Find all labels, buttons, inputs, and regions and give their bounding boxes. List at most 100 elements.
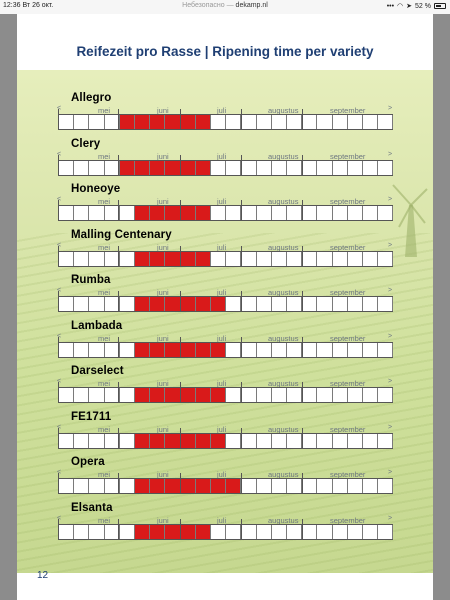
timeline-cell	[348, 251, 363, 266]
month-label: september	[330, 333, 366, 343]
ripening-timeline	[58, 245, 394, 267]
month-label: juli	[217, 333, 227, 343]
month-separator	[58, 518, 59, 539]
ripe-cell	[165, 206, 181, 220]
variety-row: Honeoye < > mei juni juli augustus september	[55, 183, 395, 227]
month-separator	[302, 473, 303, 493]
timeline-cell	[211, 524, 227, 539]
ripening-timeline	[58, 427, 394, 449]
timeline-cell	[89, 342, 105, 357]
ripe-cell	[165, 479, 181, 493]
timeline-cell	[302, 251, 318, 266]
timeline-cell	[89, 206, 105, 220]
variety-name: Lambada	[71, 319, 123, 332]
month-label: juli	[217, 151, 227, 161]
domain-label: dekamp.nl	[235, 2, 268, 9]
timeline-cell	[287, 160, 303, 175]
arrow-right-icon: >	[388, 469, 393, 476]
status-bar: 12:36 Вт 26 окт. Небезопасно — dekamp.nl…	[0, 0, 450, 14]
month-label: mei	[98, 242, 111, 252]
variety-row: Darselect < > mei juni juli augustus september	[55, 365, 395, 409]
month-separator	[118, 109, 119, 129]
timeline-cell	[241, 479, 257, 493]
timeline-cell	[333, 479, 348, 493]
timeline-cell	[89, 297, 105, 311]
ripening-timeline	[58, 109, 394, 130]
timeline-cell	[226, 160, 242, 175]
timeline-cell	[317, 297, 333, 311]
month-label: augustus	[268, 106, 299, 115]
security-label: Небезопасно —	[182, 2, 234, 9]
month-separator	[118, 518, 119, 539]
timeline-cell	[363, 388, 379, 402]
timeline-cell	[272, 115, 287, 129]
timeline-cell	[226, 433, 242, 448]
arrow-right-icon: >	[388, 332, 393, 340]
month-label: augustus	[268, 242, 299, 252]
timeline-cell	[105, 160, 120, 175]
timeline-cell	[59, 115, 75, 129]
month-separator	[58, 473, 59, 493]
timeline-cell	[226, 206, 242, 220]
ripe-cell	[180, 342, 196, 357]
month-separator	[302, 382, 303, 402]
timeline-cell	[226, 388, 242, 402]
month-label: juni	[157, 106, 169, 115]
month-separator	[118, 382, 119, 402]
timeline-cell	[105, 251, 120, 266]
timeline-cell	[302, 297, 318, 311]
timeline-cell	[378, 479, 394, 493]
month-separator	[58, 154, 59, 175]
timeline-cell	[257, 433, 272, 448]
arrow-right-icon: >	[388, 514, 393, 522]
month-label: augustus	[268, 151, 299, 161]
timeline-cell	[363, 251, 379, 266]
ripe-cell	[195, 388, 211, 402]
month-separator	[302, 427, 303, 448]
month-separator	[58, 336, 59, 357]
month-separator	[180, 200, 181, 220]
arrow-left-icon: <	[57, 287, 62, 294]
month-separator	[180, 518, 181, 539]
month-separator	[241, 154, 242, 175]
timeline-cell	[59, 479, 75, 493]
timeline-cell	[89, 251, 105, 266]
timeline-cell	[272, 479, 287, 493]
month-label: augustus	[268, 424, 299, 434]
timeline-cell	[378, 251, 394, 266]
ripening-timeline	[58, 154, 394, 176]
timeline-cell	[211, 160, 227, 175]
timeline-cell	[333, 251, 348, 266]
month-separator	[180, 291, 181, 311]
wifi-icon: ◠	[397, 3, 404, 10]
address-bar[interactable]: Небезопасно — dekamp.nl	[0, 2, 450, 9]
timeline-cell	[333, 433, 348, 448]
timeline-cell	[378, 297, 394, 311]
ripe-cell	[211, 297, 227, 311]
arrow-right-icon: >	[388, 150, 393, 158]
timeline-cell	[257, 297, 272, 311]
arrow-right-icon: >	[388, 241, 393, 249]
timeline-cell	[74, 297, 90, 311]
month-separator	[241, 427, 242, 448]
timeline-cell	[363, 115, 379, 129]
month-separator	[241, 518, 242, 539]
ripe-cell	[150, 160, 166, 175]
ripe-cell	[195, 433, 211, 448]
month-label: augustus	[268, 379, 299, 388]
timeline-cell	[333, 115, 348, 129]
ripe-cell	[135, 251, 151, 266]
ripe-cell	[165, 433, 181, 448]
ripe-cell	[165, 297, 181, 311]
timeline-cell	[287, 479, 303, 493]
month-label: mei	[98, 151, 111, 161]
month-label: mei	[98, 288, 111, 297]
month-label: september	[330, 470, 366, 479]
month-label: mei	[98, 470, 111, 479]
month-label: augustus	[268, 515, 299, 525]
month-label: juni	[157, 515, 169, 525]
timeline-cell	[211, 206, 227, 220]
timeline-cell	[333, 524, 348, 539]
timeline-cell	[257, 115, 272, 129]
timeline-cell	[363, 297, 379, 311]
